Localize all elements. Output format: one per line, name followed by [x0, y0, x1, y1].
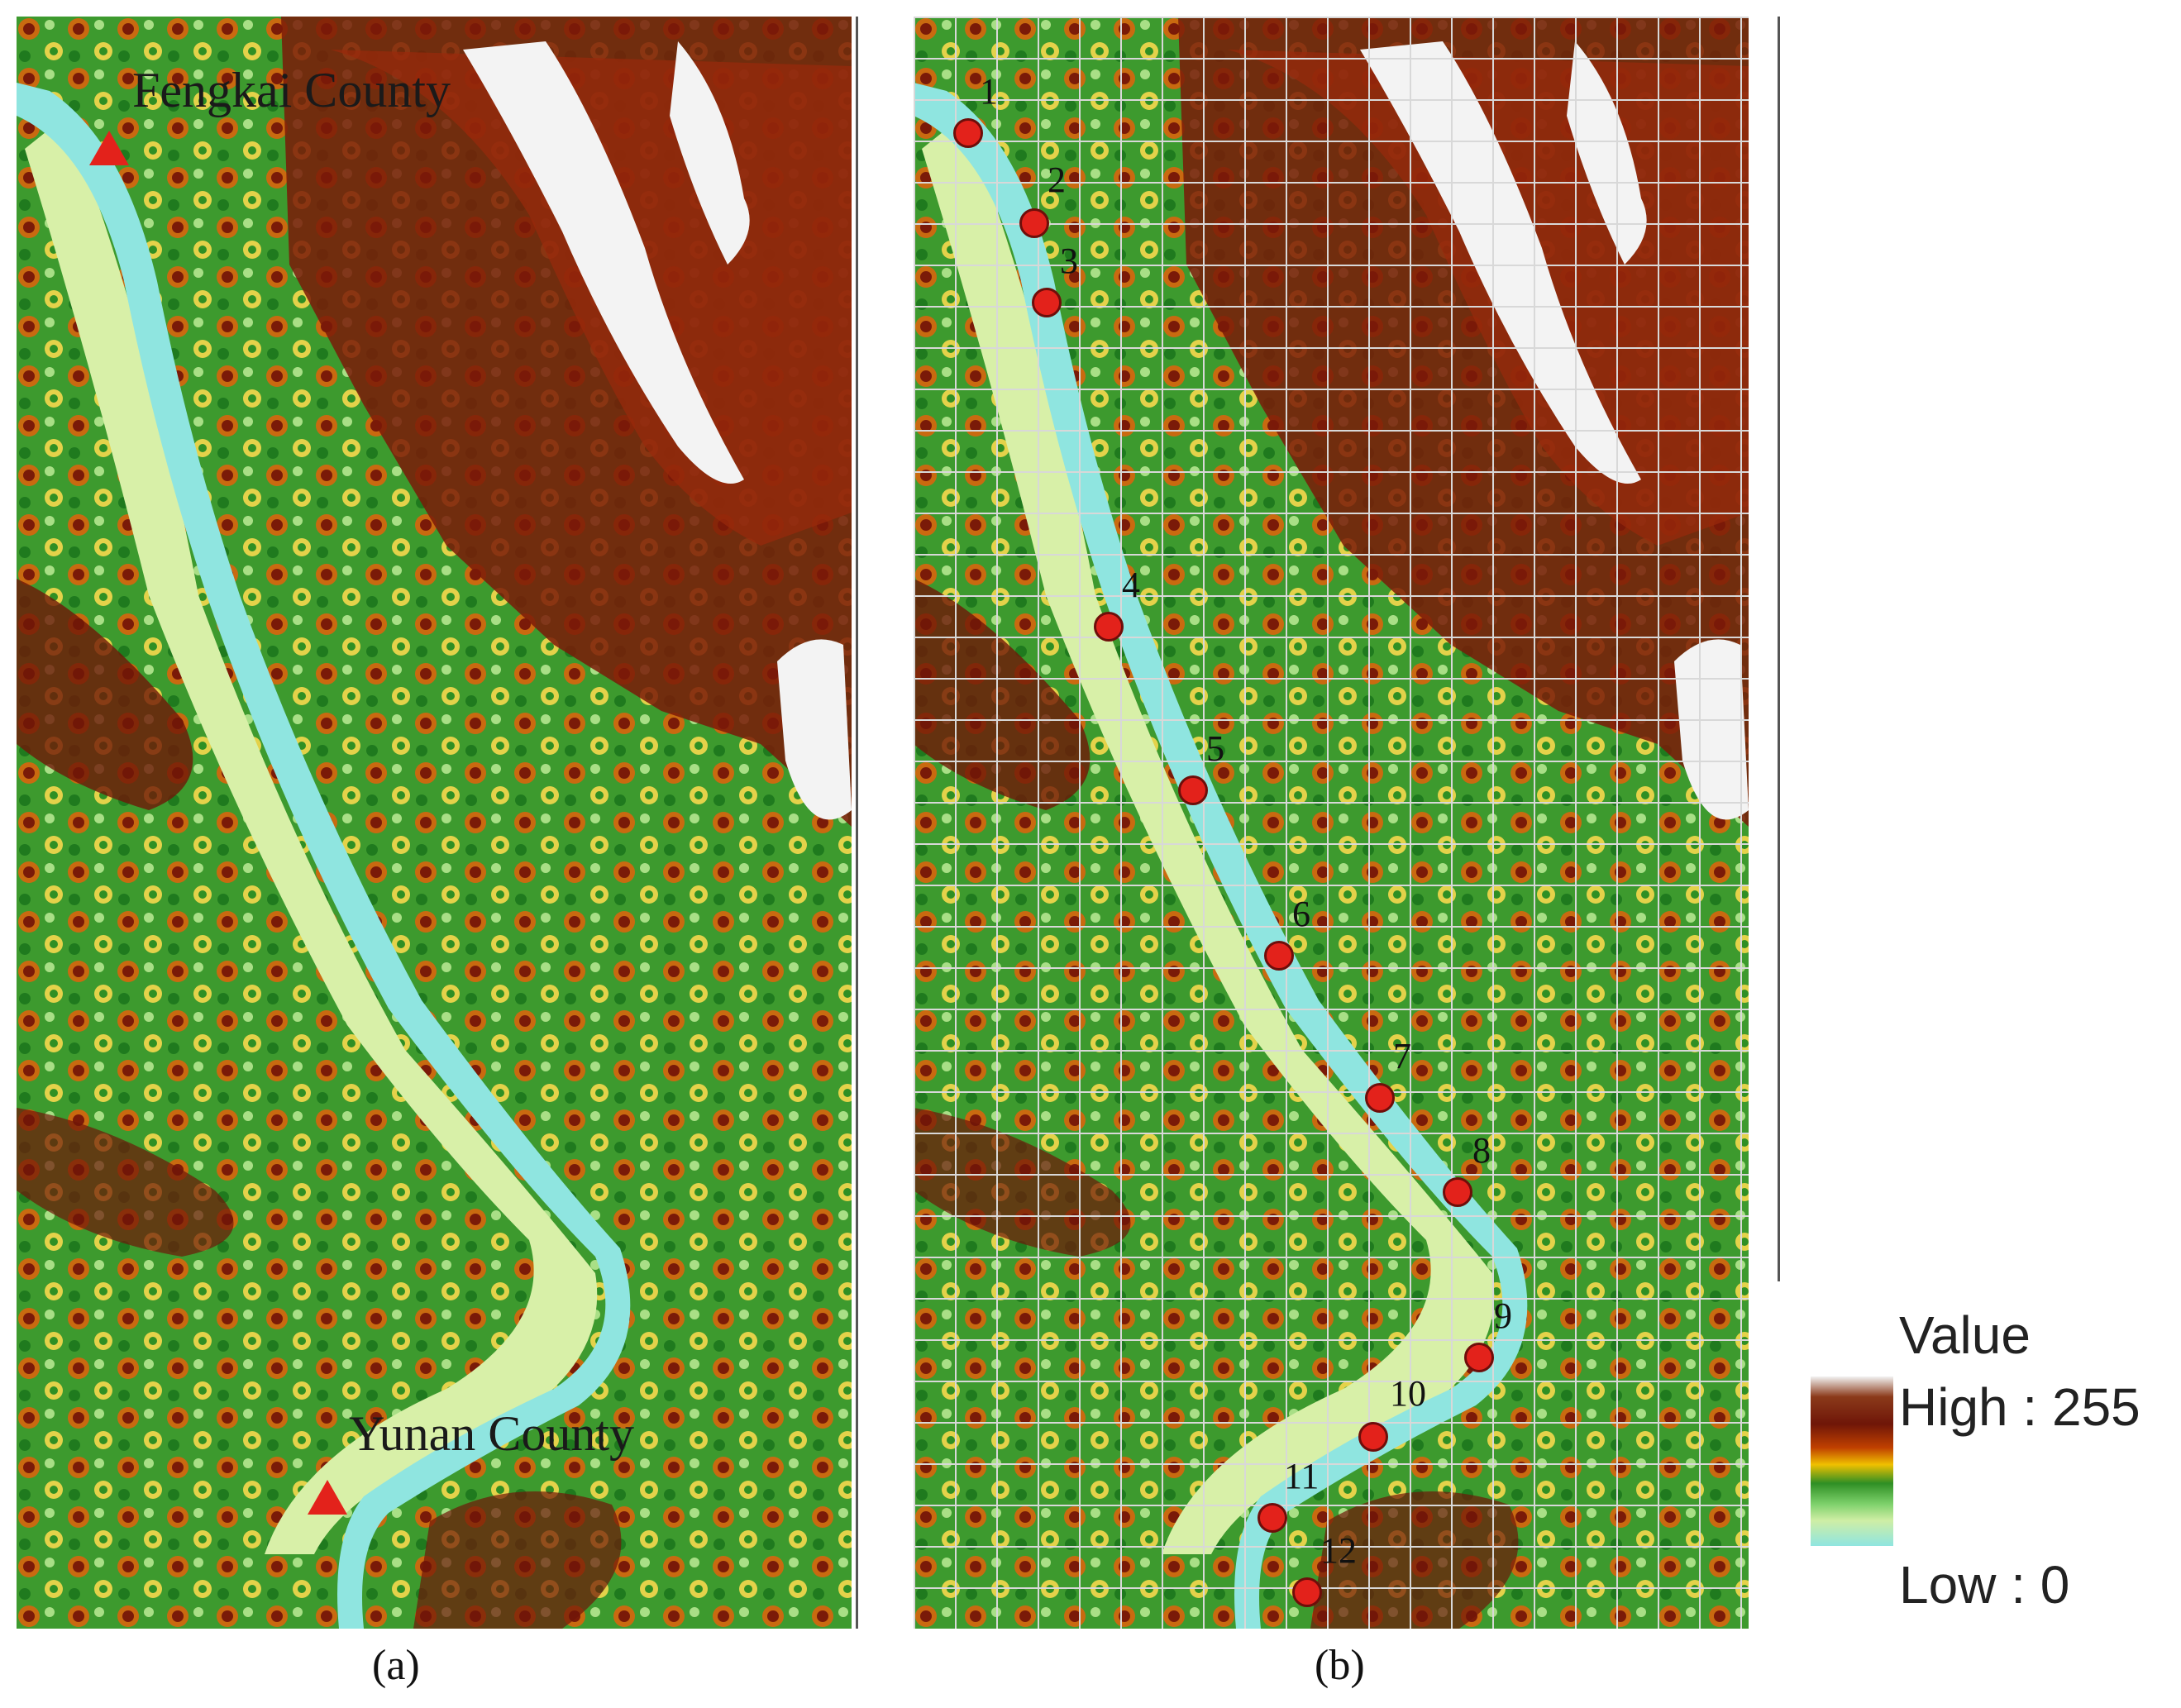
legend-title: Value: [1899, 1305, 2031, 1365]
sample-point: [1464, 1343, 1494, 1372]
sample-point: [1032, 288, 1062, 317]
sample-point-label: 12: [1320, 1530, 1357, 1571]
sample-point: [1019, 208, 1049, 238]
caption-a: (a): [372, 1642, 420, 1689]
elevation-map-b: 1 2 3 4 5 6 7 8 9 10 11 12: [914, 17, 1749, 1629]
sample-point: [1178, 775, 1208, 805]
sample-point-label: 11: [1284, 1456, 1320, 1496]
sample-point: [1443, 1177, 1472, 1207]
sample-point-label: 1: [980, 71, 998, 112]
sample-point-label: 4: [1122, 565, 1140, 605]
sample-point-label: 8: [1472, 1130, 1491, 1171]
sample-point: [1358, 1422, 1388, 1452]
sample-point-label: 6: [1292, 894, 1310, 934]
fengkai-marker-icon: [89, 131, 129, 165]
yunan-label: Yunan County: [349, 1406, 634, 1461]
sample-point-label: 2: [1048, 160, 1066, 200]
sample-point-label: 9: [1494, 1295, 1512, 1336]
panel-divider-right: [1778, 17, 1780, 1281]
sample-point-label: 10: [1390, 1373, 1426, 1414]
sample-point-label: 5: [1206, 728, 1224, 769]
terrain-svg-a: [17, 17, 852, 1629]
legend-low-label: Low : 0: [1899, 1555, 2070, 1615]
caption-b: (b): [1315, 1642, 1365, 1689]
legend-colorbar: [1811, 1376, 1893, 1546]
sample-point: [1094, 612, 1124, 642]
sample-point: [1258, 1503, 1287, 1533]
sample-point: [953, 118, 983, 148]
panel-divider: [856, 17, 858, 1629]
sample-point: [1292, 1577, 1322, 1607]
sample-point-label: 7: [1393, 1036, 1411, 1076]
terrain-svg-b: [914, 17, 1749, 1629]
legend-high-label: High : 255: [1899, 1377, 2140, 1437]
yunan-marker-icon: [308, 1480, 347, 1515]
sample-point: [1365, 1083, 1395, 1113]
sample-point: [1264, 941, 1294, 971]
fengkai-label: Fengkai County: [132, 63, 451, 117]
elevation-map-a: Fengkai County Yunan County: [17, 17, 852, 1629]
sample-point-label: 3: [1060, 241, 1078, 281]
